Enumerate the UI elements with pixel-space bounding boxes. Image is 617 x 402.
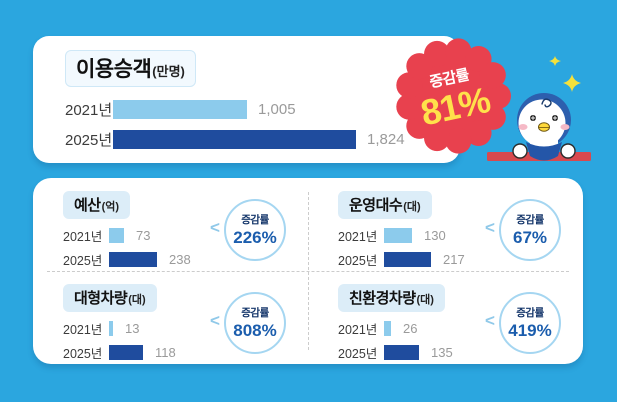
chart-row-2025: 2025년 238 [63,252,308,268]
sparkle-icon [563,74,581,92]
value-label: 1,005 [258,101,296,118]
change-rate-circle: 증감률 808% [224,292,286,354]
chart-row-2021: 2021년 73 [63,228,308,244]
value-label: 1,824 [367,131,405,148]
seal-burst-icon [396,38,511,154]
mascot-character [487,56,591,161]
chevron-left-icon: < [210,218,220,237]
chevron-left-icon: < [485,311,495,330]
badge-value: 81% [417,78,494,134]
panel-title-large-vehicles: 대형차량 (대) [63,284,157,312]
panel-title-fleet: 운영대수 (대) [338,191,432,219]
value-label: 130 [424,228,446,243]
year-label: 2021년 [63,323,103,337]
chart-row-2021: 2021년 130 [338,228,583,244]
year-label: 2021년 [338,323,378,337]
badge-label: 증감률 [516,307,544,319]
panel-eco-vehicles: 친환경차량 (대) 2021년 26 2025년 135 < 증감률 419% [308,271,583,364]
badge-value: 226% [233,228,277,247]
panel-title-unit: (대) [416,294,434,306]
bar-2021 [113,100,247,119]
panel-title-text: 이용승객 [76,58,152,81]
chart-row-2025: 2025년 135 [338,345,583,361]
year-label: 2025년 [338,254,378,268]
panel-title-unit: (억) [101,201,120,213]
badge-value: 67% [512,228,548,247]
chevron-left-icon: < [210,311,220,330]
panel-fleet-count: 운영대수 (대) 2021년 130 2025년 217 < 증감률 67% [308,178,583,271]
bar-2025 [109,252,157,267]
chart-row-2025: 2025년 1,824 [65,130,460,149]
panel-title-text: 운영대수 [349,197,403,214]
year-label: 2021년 [63,230,103,244]
value-label: 118 [155,345,176,360]
chart-row-2021: 2021년 26 [338,321,583,337]
bar-2021 [384,321,391,336]
bar-2021 [384,228,412,243]
year-label: 2021년 [65,102,113,119]
panel-title-text: 대형차량 [74,290,128,307]
chart-row-2021: 2021년 13 [63,321,308,337]
dashed-divider-horizontal [47,271,569,272]
sparkle-icon [549,56,561,66]
change-rate-circle: 증감률 226% [224,199,286,261]
panel-title-unit: (만명) [152,64,185,79]
panel-title-text: 예산 [74,197,101,214]
bar-2025 [384,345,419,360]
chevron-left-icon: < [485,218,495,237]
value-label: 73 [136,228,151,243]
change-rate-circle: 증감률 67% [499,199,561,261]
panel-title-unit: (대) [128,294,146,306]
panel-title-unit: (대) [403,201,421,213]
badge-label: 증감률 [241,307,269,319]
change-rate-circle: 증감률 419% [499,292,561,354]
badge-label: 증감률 [241,214,269,226]
chart-row-2025: 2025년 217 [338,252,583,268]
panel-title-text: 친환경차량 [349,290,416,307]
year-label: 2025년 [338,347,378,361]
bar-2021 [109,228,124,243]
bar-2021 [109,321,113,336]
badge-value: 419% [508,321,552,340]
badge-label: 증감률 [516,214,544,226]
year-label: 2025년 [65,132,113,149]
panel-title-eco-vehicles: 친환경차량 (대) [338,284,445,312]
value-label: 13 [125,321,140,336]
passengers-card: 이용승객 (만명) 2021년 1,005 2025년 1,824 [33,36,460,163]
year-label: 2021년 [338,230,378,244]
panel-title-passengers: 이용승객 (만명) [65,50,196,87]
value-label: 135 [431,345,453,360]
bar-2025 [384,252,431,267]
value-label: 217 [443,252,465,267]
panel-budget: 예산 (억) 2021년 73 2025년 238 < 증감률 226% [33,178,308,271]
value-label: 26 [403,321,418,336]
chart-row-2025: 2025년 118 [63,345,308,361]
bar-2025 [109,345,143,360]
year-label: 2025년 [63,347,103,361]
panel-large-vehicles: 대형차량 (대) 2021년 13 2025년 118 < 증감률 808% [33,271,308,364]
panel-title-budget: 예산 (억) [63,191,131,219]
badge-value: 808% [233,321,277,340]
change-rate-badge: 증감률 81% [394,37,512,155]
chart-row-2021: 2021년 1,005 [65,100,460,119]
bar-2025 [113,130,356,149]
value-label: 238 [169,252,191,267]
year-label: 2025년 [63,254,103,268]
stats-grid-card: 예산 (억) 2021년 73 2025년 238 < 증감률 226% 운영대 [33,178,583,364]
